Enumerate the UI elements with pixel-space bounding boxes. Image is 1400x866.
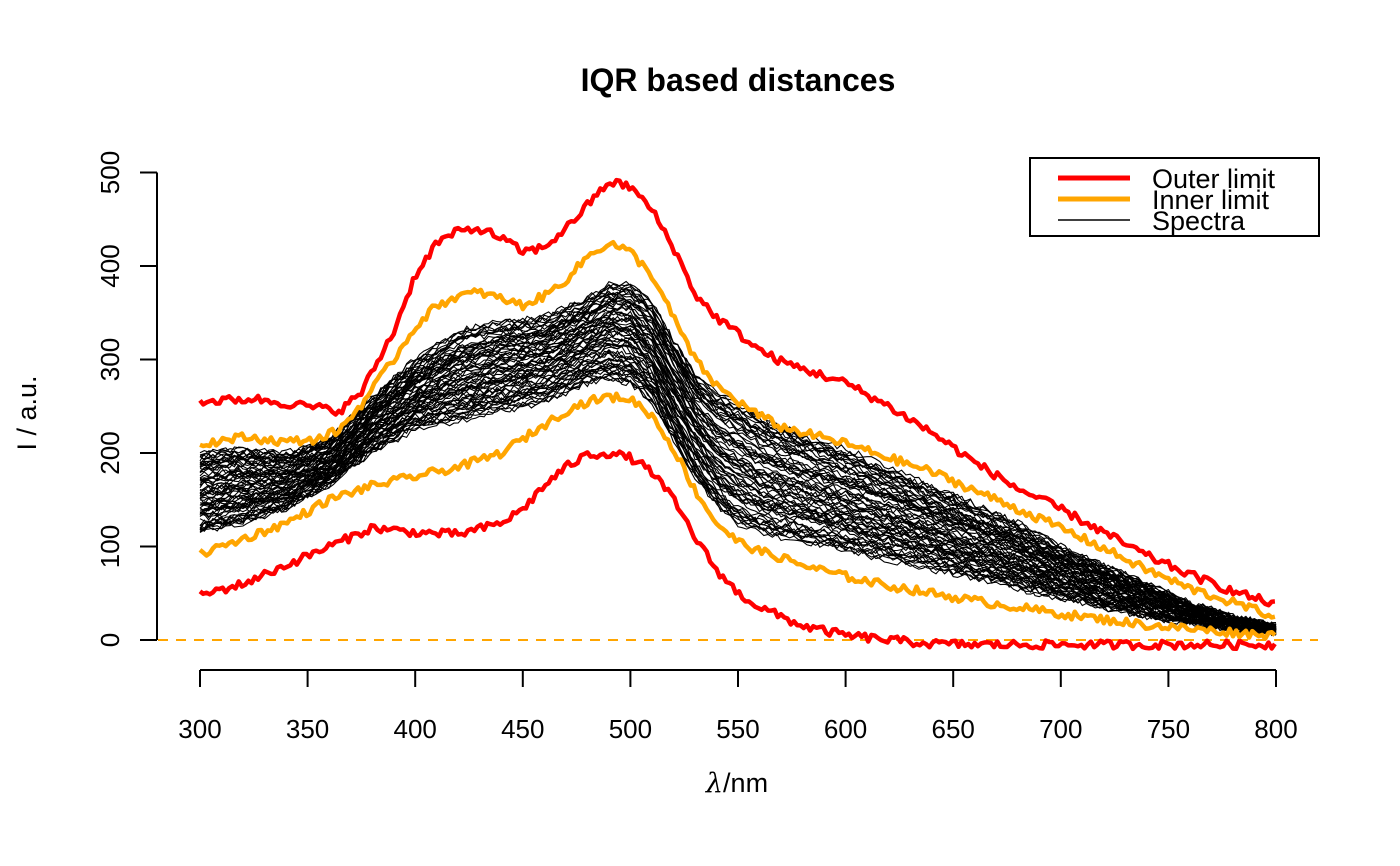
legend-label: Spectra	[1152, 206, 1246, 236]
spectra-layer	[199, 280, 1277, 637]
y-axis-label: I / a.u.	[12, 375, 42, 450]
legend-label: Outer limit	[1152, 164, 1276, 194]
x-tick-label: 400	[394, 714, 437, 744]
x-tick-label: 300	[178, 714, 221, 744]
x-tick-label: 500	[609, 714, 652, 744]
y-tick-label: 500	[95, 151, 125, 194]
x-tick-label: 700	[1039, 714, 1082, 744]
spectrum-line	[199, 372, 1277, 637]
outer-limit-line	[198, 177, 1276, 608]
spectrum-line	[199, 320, 1277, 633]
spectrum-line	[199, 287, 1277, 631]
x-tick-label: 350	[286, 714, 329, 744]
x-axis-label-unit: /nm	[723, 768, 768, 798]
outer-limit-line	[198, 449, 1277, 652]
limit-lines-layer	[198, 177, 1277, 652]
axes-layer: 0 100 200 300 400 500 300 350 400 450 500 550 600 650…	[95, 151, 1298, 744]
x-tick-label: 550	[716, 714, 759, 744]
spectrum-line	[199, 304, 1277, 631]
y-tick-label: 0	[95, 633, 125, 647]
x-axis-label: λ/nm	[705, 768, 768, 799]
x-tick-label: 650	[932, 714, 975, 744]
x-tick-label: 800	[1254, 714, 1297, 744]
inner-limit-line	[199, 239, 1276, 620]
spectrum-line	[199, 332, 1277, 634]
spectrum-line	[199, 309, 1277, 631]
spectrum-line	[199, 374, 1277, 636]
y-tick-label: 100	[95, 525, 125, 568]
y-tick-label: 200	[95, 431, 125, 474]
x-tick-label: 750	[1147, 714, 1190, 744]
x-tick-label: 450	[501, 714, 544, 744]
chart-title: IQR based distances	[581, 62, 896, 98]
y-tick-label: 300	[95, 338, 125, 381]
spectrum-line	[199, 336, 1277, 631]
x-axis-label-symbol: λ	[705, 768, 723, 799]
inner-limit-line	[198, 391, 1277, 641]
spectrum-line	[199, 286, 1277, 630]
y-tick-label: 400	[95, 244, 125, 287]
x-tick-label: 600	[824, 714, 867, 744]
legend-label: Inner limit	[1152, 185, 1270, 215]
